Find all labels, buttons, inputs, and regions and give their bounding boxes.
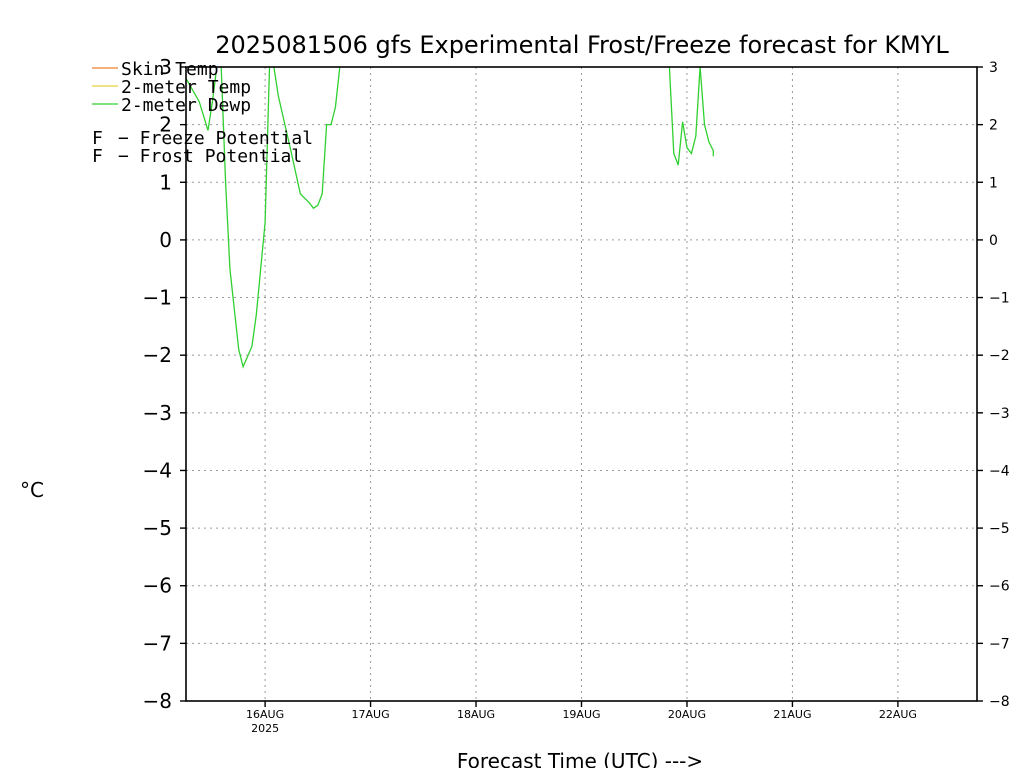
y-tick-label: 3 — [159, 55, 172, 79]
y-tick-label: 0 — [159, 228, 172, 252]
y-tick-label-right: −7 — [989, 636, 1010, 652]
y-tick-label: −5 — [143, 516, 172, 540]
dewpoint-line-segment — [273, 67, 341, 210]
series-layer — [186, 67, 714, 369]
y-tick-label-right: −3 — [989, 406, 1010, 422]
dewpoint-line-segment — [220, 67, 271, 369]
legend-label: 2-meter Temp — [121, 77, 251, 98]
y-tick-label-right: 1 — [989, 175, 998, 191]
legend-label: 2-meter Dewp — [121, 95, 251, 116]
y-tick-label: 2 — [159, 113, 172, 137]
y-tick-label: −2 — [143, 343, 172, 367]
legend-marker: F — [92, 146, 103, 167]
legend-marker: F — [92, 128, 103, 149]
legend-label: − Frost Potential — [118, 146, 302, 167]
x-tick-label: 22AUG — [879, 708, 917, 721]
x-tick-label: 19AUG — [562, 708, 600, 721]
y-tick-label: 1 — [159, 170, 172, 194]
chart-title: 2025081506 gfs Experimental Frost/Freeze… — [215, 31, 949, 59]
y-tick-label-right: 3 — [989, 60, 998, 76]
dewpoint-line-segment — [668, 67, 701, 166]
y-tick-label-right: 2 — [989, 118, 998, 134]
y-tick-label-right: −8 — [989, 694, 1010, 710]
y-tick-label-right: −1 — [989, 291, 1010, 307]
dewpoint-line-segment — [699, 67, 714, 157]
x-tick-label: 21AUG — [773, 708, 811, 721]
x-tick-label: 16AUG — [246, 708, 284, 721]
y-tick-label: −3 — [143, 401, 172, 425]
y-tick-label: −4 — [143, 458, 172, 482]
y-tick-label-right: −6 — [989, 579, 1010, 595]
y-tick-label: −6 — [143, 574, 172, 598]
dewpoint-line-segment — [186, 67, 218, 131]
y-tick-label: −7 — [143, 631, 172, 655]
x-axis-label: Forecast Time (UTC) ---> — [457, 749, 703, 768]
y-tick-label-right: −4 — [989, 463, 1010, 479]
legend-label: Skin Temp — [121, 59, 219, 80]
y-tick-label-right: −5 — [989, 521, 1010, 537]
x-tick-label: 17AUG — [352, 708, 390, 721]
plot-frame — [185, 66, 978, 702]
x-tick-year-label: 2025 — [251, 722, 279, 735]
y-tick-label-right: −2 — [989, 348, 1010, 364]
y-axis-label: °C — [20, 478, 44, 502]
x-tick-label: 18AUG — [457, 708, 495, 721]
grid — [180, 66, 983, 707]
y-tick-label: −8 — [143, 689, 172, 713]
x-tick-label: 20AUG — [668, 708, 706, 721]
y-tick-labels: 3 3 2 2 1 1 0 0 −1 −1 −2 −2 −3 −3 −4 −4 −5 −5 −6 −6 −7 −7 −8 −8 — [143, 55, 1010, 713]
y-tick-label: −1 — [143, 286, 172, 310]
y-tick-label-right: 0 — [989, 233, 998, 249]
legend-label: − Freeze Potential — [118, 128, 313, 149]
